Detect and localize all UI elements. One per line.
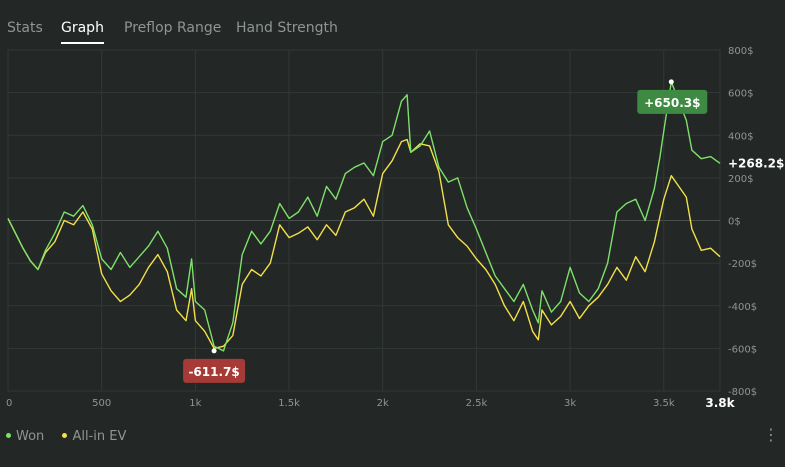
y-tick-label: 800$: [728, 46, 753, 57]
x-tick-label: 3k: [564, 398, 576, 409]
max-badge: [637, 89, 708, 114]
legend-label-allin-ev: All-in EV: [72, 429, 127, 444]
series-line-allin-ev: [7, 138, 721, 350]
active-tab-underline: [61, 42, 104, 44]
x-end-label: 3.8k: [705, 396, 735, 410]
x-tick-label: 3.5k: [653, 398, 675, 409]
tab-hand-strength[interactable]: Hand Strength: [236, 20, 338, 36]
max-badge-label: +650.3$: [644, 96, 700, 110]
tab-preflop-range-label: Preflop Range: [124, 20, 222, 36]
y-tick-label: -800$: [728, 387, 757, 398]
tab-preflop-range[interactable]: Preflop Range: [124, 20, 221, 36]
tab-bar: Stats Graph Preflop Range Hand Strength: [0, 0, 785, 46]
min-point-marker: [211, 348, 217, 354]
y-tick-label: -200$: [728, 259, 757, 270]
series-line-won: [7, 81, 721, 352]
legend-item-won[interactable]: Won: [6, 429, 44, 444]
more-options-icon[interactable]: ⋮: [763, 425, 779, 444]
profit-graph[interactable]: 800$ 600$ 400$ 200$ 0$ -200$ -400$ -600$ -800$ 0 5…: [0, 46, 785, 418]
tab-stats[interactable]: Stats: [7, 20, 43, 36]
max-point-marker: [668, 79, 674, 85]
tab-hand-strength-label: Hand Strength: [236, 20, 338, 36]
x-tick-label: 0: [6, 398, 12, 409]
x-tick-label: 2k: [377, 398, 389, 409]
y-tick-label: 600$: [728, 89, 753, 100]
y-tick-label: 0$: [728, 217, 741, 228]
x-tick-label: 1k: [189, 398, 201, 409]
x-tick-label: 500: [92, 398, 111, 409]
tab-graph[interactable]: Graph: [61, 20, 104, 44]
legend: Won All-in EV: [6, 429, 140, 444]
x-tick-label: 1.5k: [278, 398, 300, 409]
legend-dot-won: [6, 433, 11, 438]
legend-label-won: Won: [16, 429, 45, 444]
x-tick-label: 2.5k: [466, 398, 488, 409]
y-tick-label: -600$: [728, 344, 757, 355]
legend-item-allin-ev[interactable]: All-in EV: [62, 429, 126, 444]
legend-dot-allin-ev: [62, 433, 68, 438]
tab-stats-label: Stats: [7, 20, 43, 36]
tab-graph-label: Graph: [61, 20, 104, 36]
current-value-label: +268.2$: [728, 156, 784, 170]
y-tick-label: 200$: [728, 174, 753, 185]
min-badge: [183, 358, 246, 383]
y-tick-label: 400$: [728, 131, 753, 142]
y-tick-label: -400$: [728, 302, 757, 313]
min-badge-label: -611.7$: [188, 365, 239, 379]
